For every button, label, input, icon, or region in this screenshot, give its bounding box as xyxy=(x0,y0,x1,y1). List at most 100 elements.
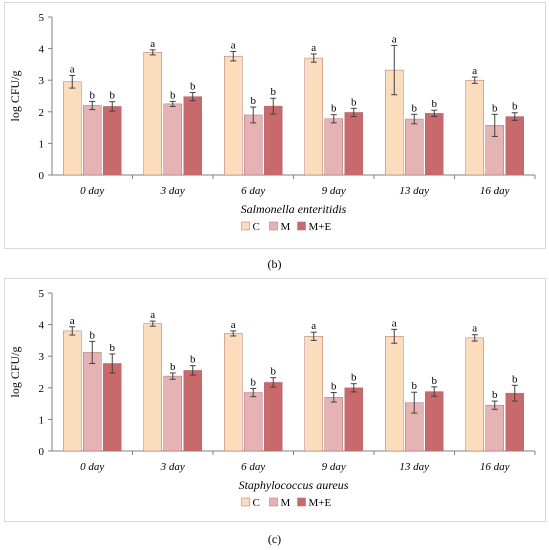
significance-label: b xyxy=(351,96,357,108)
significance-label: b xyxy=(351,372,357,384)
x-tick-label: 3 day xyxy=(160,185,185,197)
legend-label: M xyxy=(281,221,291,233)
bar-c xyxy=(63,81,82,176)
x-tick-label: 0 day xyxy=(80,185,104,197)
bar-mee xyxy=(264,382,283,452)
significance-label: a xyxy=(311,320,316,332)
legend: C M M+E xyxy=(241,497,332,509)
significance-label: b xyxy=(492,102,498,114)
y-tick-label: 5 xyxy=(39,288,45,300)
significance-label: b xyxy=(412,380,418,392)
legend-label: C xyxy=(253,221,260,233)
bar-m xyxy=(244,392,263,452)
bar-c xyxy=(465,79,484,176)
legend-label: M+E xyxy=(309,497,332,509)
y-tick-label: 4 xyxy=(39,44,45,56)
bar-c xyxy=(143,52,162,176)
significance-label: a xyxy=(231,319,236,331)
significance-label: b xyxy=(90,329,96,341)
y-tick-label: 1 xyxy=(39,138,45,150)
x-tick-label: 9 day xyxy=(322,461,346,473)
x-axis-title: Staphylococcus aureus xyxy=(239,478,349,492)
significance-label: b xyxy=(492,389,498,401)
bar-mee xyxy=(344,112,363,176)
bar-m xyxy=(83,352,102,452)
bar-c xyxy=(304,336,323,452)
bar-mee xyxy=(425,391,444,452)
bar-c xyxy=(224,333,243,452)
significance-label: a xyxy=(472,323,477,335)
significance-label: b xyxy=(331,381,337,393)
bar-m xyxy=(485,404,504,452)
bar-m xyxy=(324,397,343,452)
y-tick-label: 2 xyxy=(39,107,45,119)
significance-label: b xyxy=(110,342,116,354)
significance-label: b xyxy=(331,103,337,115)
bar-c xyxy=(143,323,162,452)
legend-swatch xyxy=(269,221,278,231)
y-tick-label: 0 xyxy=(39,446,45,458)
significance-label: b xyxy=(170,89,176,101)
bar-c xyxy=(465,337,484,452)
significance-label: a xyxy=(70,63,75,75)
significance-label: b xyxy=(190,81,196,93)
bar-mee xyxy=(425,113,444,176)
legend-label: C xyxy=(253,497,260,509)
significance-label: b xyxy=(251,95,257,107)
y-tick-label: 4 xyxy=(39,320,45,332)
bar-c xyxy=(63,330,82,452)
panel-label-b: (b) xyxy=(267,257,282,271)
x-tick-label: 3 day xyxy=(160,461,185,473)
bar-m xyxy=(83,105,102,176)
y-tick-label: 0 xyxy=(39,170,45,182)
bar-m xyxy=(405,118,424,176)
legend-swatch xyxy=(241,497,250,507)
significance-label: b xyxy=(271,86,277,98)
bar-chart-staphylococcus: 0 1 2 3 4 5 log CFU/g 0 day a b b 3 day a b b 6 day a b b 9… xyxy=(8,288,536,509)
legend-label: M+E xyxy=(309,221,332,233)
legend: C M M+E xyxy=(241,221,332,233)
y-tick-label: 1 xyxy=(39,414,45,426)
bar-mee xyxy=(344,387,363,452)
significance-label: a xyxy=(70,315,75,327)
bar-mee xyxy=(505,392,524,452)
significance-label: b xyxy=(251,376,257,388)
y-tick-label: 5 xyxy=(39,12,45,24)
chart-panel-staphylococcus: 0 1 2 3 4 5 log CFU/g 0 day a b b 3 day a b b 6 day a b b 9… xyxy=(4,278,546,522)
significance-label: b xyxy=(271,366,277,378)
bar-chart-salmonella: 0 1 2 3 4 5 log CFU/g 0 day a b b 3 day a b b 6 day a b b 9… xyxy=(8,12,536,233)
significance-label: b xyxy=(412,102,418,114)
significance-label: a xyxy=(392,33,397,45)
legend-swatch xyxy=(297,497,306,507)
bar-c xyxy=(224,55,243,176)
bar-m xyxy=(244,114,263,176)
x-tick-label: 13 day xyxy=(399,461,429,473)
x-tick-label: 16 day xyxy=(480,185,510,197)
significance-label: b xyxy=(170,361,176,373)
significance-label: a xyxy=(311,42,316,54)
bar-mee xyxy=(103,363,122,452)
legend-swatch xyxy=(297,221,306,231)
significance-label: b xyxy=(432,98,438,110)
legend-label: M xyxy=(281,497,291,509)
significance-label: b xyxy=(90,89,96,101)
panel-label-c: (c) xyxy=(267,532,282,546)
y-tick-label: 2 xyxy=(39,383,45,395)
x-tick-label: 9 day xyxy=(322,185,346,197)
significance-label: b xyxy=(432,375,438,387)
bar-mee xyxy=(183,370,202,452)
significance-label: a xyxy=(472,65,477,77)
bar-mee xyxy=(264,105,283,176)
significance-label: a xyxy=(150,309,155,321)
y-axis-title: log CFU/g xyxy=(8,70,22,121)
x-axis-title: Salmonella enteritidis xyxy=(241,202,347,216)
legend-swatch xyxy=(241,221,250,231)
x-tick-label: 16 day xyxy=(480,461,510,473)
significance-label: a xyxy=(150,38,155,50)
bar-m xyxy=(324,118,343,176)
bar-m xyxy=(163,103,182,176)
significance-label: b xyxy=(190,354,196,366)
significance-label: b xyxy=(512,373,518,385)
bar-c xyxy=(385,336,404,452)
significance-label: a xyxy=(392,317,397,329)
